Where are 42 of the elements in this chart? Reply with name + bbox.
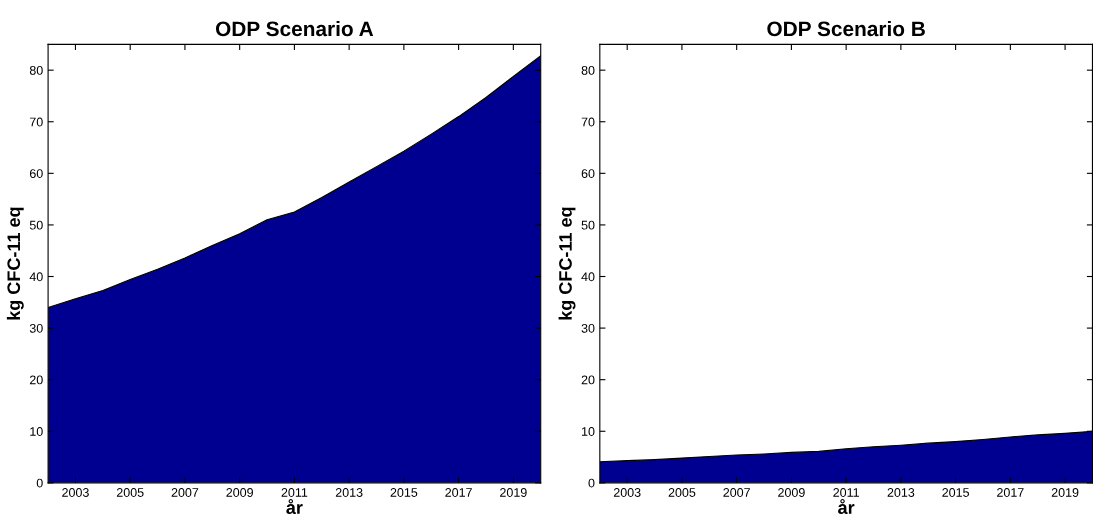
- y-tick-label: 20: [581, 375, 595, 385]
- y-tick-label: 60: [29, 169, 43, 178]
- x-tick-label: 2013: [887, 488, 915, 497]
- y-tick-label: 40: [581, 272, 595, 282]
- y-tick-label: 0: [36, 478, 43, 488]
- x-tick-label: 2007: [723, 488, 750, 497]
- x-tick-label: 2005: [116, 488, 144, 497]
- y-tick-label: 30: [29, 323, 43, 333]
- x-tick-label: 2017: [445, 488, 472, 497]
- x-tick-label: 2019: [500, 488, 527, 497]
- x-tick-label: 2019: [1051, 488, 1079, 497]
- y-tick-label: 80: [29, 65, 43, 75]
- x-tick-label: 2011: [281, 488, 308, 497]
- x-tick-label: 2009: [226, 488, 253, 497]
- x-tick-label: 2013: [335, 488, 363, 497]
- y-axis-title: kg CFC-11 eq: [6, 207, 24, 320]
- chart-title: ODP Scenario A: [215, 20, 374, 37]
- x-axis-title: år: [286, 498, 303, 515]
- y-tick-label: 70: [581, 117, 595, 127]
- y-tick-label: 30: [581, 323, 595, 333]
- y-tick-label: 60: [581, 169, 595, 178]
- x-tick-label: 2009: [778, 488, 805, 497]
- x-tick-label: 2003: [62, 488, 89, 497]
- x-axis-title: år: [838, 498, 855, 515]
- y-tick-label: 40: [29, 272, 43, 282]
- y-tick-label: 70: [29, 117, 43, 127]
- y-tick-label: 80: [581, 65, 595, 75]
- x-tick-label: 2015: [390, 488, 418, 497]
- y-tick-label: 10: [582, 427, 595, 436]
- x-tick-label: 2003: [613, 488, 641, 497]
- x-tick-label: 2005: [668, 488, 696, 497]
- y-tick-label: 50: [29, 220, 43, 230]
- x-tick-label: 2017: [997, 488, 1024, 497]
- y-tick-label: 0: [588, 478, 595, 488]
- y-tick-label: 10: [30, 427, 43, 436]
- chart-title: ODP Scenario B: [767, 20, 925, 37]
- y-axis-title: kg CFC-11 eq: [558, 207, 576, 320]
- x-tick-label: 2007: [171, 488, 199, 497]
- x-tick-label: 2015: [942, 488, 969, 497]
- x-tick-label: 2011: [833, 488, 859, 497]
- y-tick-label: 20: [29, 375, 43, 385]
- y-tick-label: 50: [581, 220, 595, 230]
